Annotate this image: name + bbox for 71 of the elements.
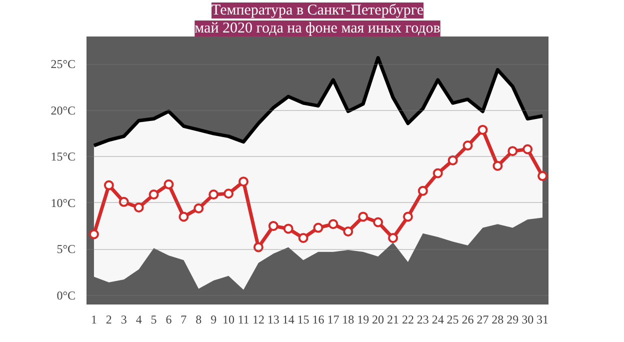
- x-tick-label: 31: [536, 312, 549, 326]
- point: [508, 146, 518, 156]
- line-series: [92, 56, 544, 148]
- y-tick-label: 25°C: [50, 57, 76, 72]
- point: [462, 140, 473, 151]
- point: [88, 229, 99, 240]
- x-tick-label: 28: [492, 312, 504, 326]
- point: [538, 171, 548, 182]
- point: [402, 212, 413, 222]
- x-tick-label: 6: [166, 312, 172, 326]
- point: [298, 232, 308, 243]
- x-tick-label: 1: [90, 312, 97, 326]
- x-tick-label: 11: [238, 312, 250, 326]
- x-tick-label: 7: [180, 312, 187, 326]
- x-tick-label: 30: [522, 312, 534, 326]
- point: [148, 190, 159, 200]
- point: [118, 196, 129, 207]
- point: [253, 242, 264, 252]
- point: [478, 124, 488, 135]
- x-tick-label: 13: [267, 312, 280, 326]
- x-tick-label: 4: [136, 312, 142, 326]
- x-tick-label: 18: [342, 312, 354, 326]
- point: [328, 219, 338, 230]
- point: [208, 190, 219, 200]
- x-tick-label: 5: [150, 312, 157, 326]
- x-tick-label: 25: [446, 312, 459, 326]
- point: [522, 144, 533, 154]
- x-tick-label: 21: [387, 312, 400, 326]
- point: [178, 212, 189, 222]
- point: [388, 232, 398, 243]
- point: [238, 176, 248, 187]
- x-tick-label: 22: [402, 312, 414, 326]
- x-tick-label: 17: [327, 312, 340, 326]
- point: [343, 226, 354, 236]
- point: [104, 180, 114, 190]
- chart-subtitle: май 2020 года на фоне мая иных годов: [194, 20, 440, 36]
- chart-title: Температура в Санкт-Петербурге: [212, 2, 424, 18]
- x-tick-label: 26: [462, 312, 474, 326]
- point: [448, 155, 458, 166]
- x-tick-label: 16: [312, 312, 324, 326]
- x-tick-label: 10: [222, 312, 235, 326]
- y-tick-label: 20°C: [50, 103, 76, 118]
- x-tick-label: 29: [506, 312, 519, 326]
- x-tick-label: 2: [106, 312, 112, 326]
- x-tick-label: 9: [210, 312, 217, 326]
- x-tick-label: 12: [252, 312, 264, 326]
- x-tick-label: 3: [120, 312, 127, 326]
- x-tick-label: 24: [432, 312, 444, 326]
- point: [224, 188, 234, 199]
- point: [283, 224, 294, 234]
- x-tick-label: 23: [416, 312, 429, 326]
- point: [432, 168, 443, 178]
- point: [194, 203, 204, 214]
- point: [358, 212, 368, 222]
- y-tick-label: 10°C: [50, 196, 76, 210]
- y-tick-label: 5°C: [56, 242, 76, 256]
- x-tick-label: 19: [357, 312, 370, 326]
- y-tick-label: 15°C: [50, 150, 76, 164]
- point: [134, 202, 144, 212]
- point: [492, 160, 503, 171]
- point: [268, 220, 278, 231]
- point: [373, 217, 384, 228]
- x-tick-label: 27: [476, 312, 489, 326]
- point: [313, 222, 324, 233]
- x-tick-label: 20: [372, 312, 384, 326]
- y-tick-label: 0°C: [56, 288, 76, 302]
- x-tick-label: 8: [196, 312, 202, 326]
- x-tick-label: 15: [297, 312, 310, 326]
- x-tick-label: 14: [282, 312, 294, 326]
- point: [164, 179, 174, 190]
- point: [418, 186, 428, 196]
